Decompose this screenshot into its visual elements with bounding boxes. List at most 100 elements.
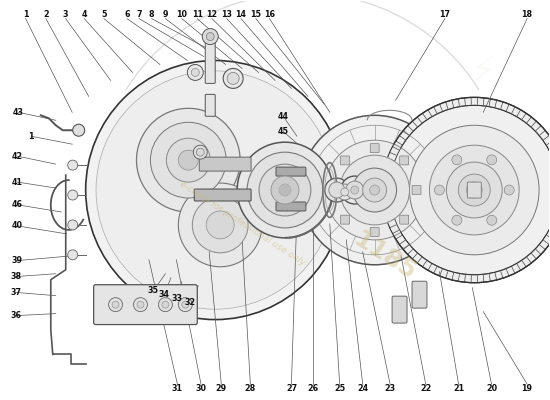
Circle shape <box>389 105 550 275</box>
FancyBboxPatch shape <box>370 144 379 153</box>
Circle shape <box>410 125 539 255</box>
Text: 42: 42 <box>12 152 23 161</box>
Circle shape <box>370 185 379 195</box>
Circle shape <box>96 71 334 309</box>
Text: 22: 22 <box>420 384 431 393</box>
Text: 7: 7 <box>136 10 142 19</box>
Text: 8: 8 <box>149 10 155 19</box>
Circle shape <box>162 301 169 308</box>
Circle shape <box>329 182 345 198</box>
FancyBboxPatch shape <box>94 285 197 324</box>
FancyBboxPatch shape <box>392 296 407 323</box>
Circle shape <box>188 64 204 80</box>
Text: 36: 36 <box>11 311 22 320</box>
Text: 9: 9 <box>163 10 168 19</box>
Text: 29: 29 <box>216 384 227 393</box>
FancyBboxPatch shape <box>400 215 409 224</box>
Circle shape <box>86 60 345 320</box>
Text: 44: 44 <box>278 112 289 121</box>
Text: 5: 5 <box>101 10 107 19</box>
Text: 37: 37 <box>11 288 22 297</box>
Circle shape <box>227 72 239 84</box>
Text: 23: 23 <box>384 384 395 393</box>
FancyBboxPatch shape <box>276 167 306 176</box>
Circle shape <box>134 298 147 312</box>
Text: 38: 38 <box>11 272 22 281</box>
Text: 17: 17 <box>439 10 450 19</box>
Text: 25: 25 <box>334 384 345 393</box>
Text: 45: 45 <box>278 127 289 136</box>
Circle shape <box>192 197 248 253</box>
Text: 43: 43 <box>13 108 24 117</box>
FancyBboxPatch shape <box>412 186 421 194</box>
Circle shape <box>68 160 78 170</box>
Circle shape <box>112 301 119 308</box>
Circle shape <box>206 32 214 40</box>
Text: 39: 39 <box>12 256 23 265</box>
Circle shape <box>196 148 204 156</box>
Circle shape <box>158 298 172 312</box>
Circle shape <box>202 28 218 44</box>
Text: 35: 35 <box>148 286 159 295</box>
FancyBboxPatch shape <box>205 36 215 84</box>
Text: 28: 28 <box>245 384 256 393</box>
Circle shape <box>237 142 333 238</box>
Text: 27: 27 <box>286 384 297 393</box>
Circle shape <box>108 298 123 312</box>
Circle shape <box>466 182 482 198</box>
Circle shape <box>193 145 207 159</box>
Circle shape <box>167 138 210 182</box>
Text: 4: 4 <box>81 10 87 19</box>
Text: 10: 10 <box>177 10 188 19</box>
FancyBboxPatch shape <box>468 182 481 198</box>
Text: 19: 19 <box>521 384 532 393</box>
Circle shape <box>191 68 199 76</box>
FancyBboxPatch shape <box>412 281 427 308</box>
Text: 12: 12 <box>206 10 218 19</box>
FancyBboxPatch shape <box>340 215 350 224</box>
FancyBboxPatch shape <box>400 156 409 165</box>
Text: 34: 34 <box>159 290 170 299</box>
Circle shape <box>325 178 349 202</box>
Circle shape <box>182 301 189 308</box>
Text: 40: 40 <box>12 222 23 230</box>
Circle shape <box>452 155 462 165</box>
Text: ⚡: ⚡ <box>471 56 496 90</box>
Circle shape <box>353 168 397 212</box>
Circle shape <box>178 150 198 170</box>
Text: 20: 20 <box>486 384 497 393</box>
Text: 2: 2 <box>43 10 49 19</box>
Text: 16: 16 <box>264 10 275 19</box>
Circle shape <box>447 162 502 218</box>
Circle shape <box>247 152 323 228</box>
Text: 33: 33 <box>172 294 183 303</box>
Circle shape <box>341 188 349 196</box>
Circle shape <box>223 68 243 88</box>
Text: 1: 1 <box>23 10 29 19</box>
Circle shape <box>68 250 78 260</box>
Circle shape <box>137 301 144 308</box>
Circle shape <box>271 176 299 204</box>
Text: 41: 41 <box>12 178 23 186</box>
Circle shape <box>300 115 449 265</box>
Circle shape <box>382 97 550 283</box>
Circle shape <box>434 185 444 195</box>
Circle shape <box>259 164 311 216</box>
Text: 46: 46 <box>12 200 23 209</box>
FancyBboxPatch shape <box>194 189 251 201</box>
Circle shape <box>73 124 85 136</box>
FancyBboxPatch shape <box>340 156 350 165</box>
Circle shape <box>487 155 497 165</box>
Circle shape <box>458 174 490 206</box>
Circle shape <box>340 155 410 225</box>
Circle shape <box>279 184 291 196</box>
Text: 14: 14 <box>235 10 246 19</box>
Circle shape <box>68 190 78 200</box>
Circle shape <box>452 215 462 225</box>
Text: 26: 26 <box>308 384 319 393</box>
Circle shape <box>504 185 514 195</box>
Text: 1185: 1185 <box>349 227 420 285</box>
Text: 18: 18 <box>521 10 533 19</box>
Text: 15: 15 <box>250 10 261 19</box>
Text: 31: 31 <box>172 384 183 393</box>
